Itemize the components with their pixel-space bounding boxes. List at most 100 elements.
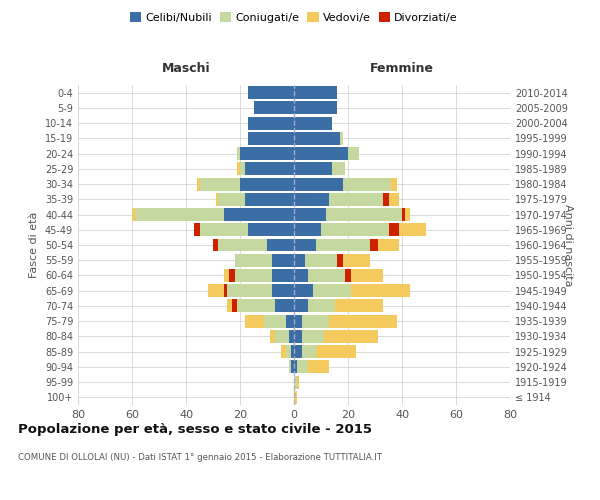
Bar [272, 284, 294, 297]
Bar [294, 238, 316, 252]
Y-axis label: Fasce di età: Fasce di età [29, 212, 39, 278]
Bar [308, 300, 335, 312]
Bar [346, 269, 350, 282]
Bar [389, 193, 400, 206]
Bar [264, 314, 286, 328]
Bar [232, 300, 238, 312]
Bar [227, 284, 272, 297]
Bar [272, 269, 294, 282]
Bar [199, 178, 240, 190]
Bar [294, 254, 305, 266]
Bar [194, 224, 199, 236]
Bar [289, 360, 292, 374]
Bar [272, 254, 294, 266]
Y-axis label: Anni di nascita: Anni di nascita [563, 204, 573, 286]
Bar [294, 162, 332, 175]
Bar [238, 147, 240, 160]
Bar [248, 224, 294, 236]
Bar [227, 300, 232, 312]
Bar [294, 193, 329, 206]
Bar [294, 300, 308, 312]
Bar [313, 284, 350, 297]
Bar [294, 224, 321, 236]
Bar [294, 102, 337, 114]
Bar [294, 314, 302, 328]
Bar [294, 345, 302, 358]
Bar [245, 193, 294, 206]
Bar [134, 208, 224, 221]
Bar [254, 102, 294, 114]
Text: COMUNE DI OLLOLAI (NU) - Dati ISTAT 1° gennaio 2015 - Elaborazione TUTTITALIA.IT: COMUNE DI OLLOLAI (NU) - Dati ISTAT 1° g… [18, 452, 382, 462]
Legend: Celibi/Nubili, Coniugati/e, Vedovi/e, Divorziati/e: Celibi/Nubili, Coniugati/e, Vedovi/e, Di… [126, 8, 462, 28]
Bar [281, 345, 286, 358]
Bar [248, 132, 294, 145]
Bar [316, 238, 370, 252]
Bar [326, 208, 402, 221]
Bar [294, 269, 308, 282]
Bar [343, 254, 370, 266]
Bar [402, 208, 404, 221]
Bar [229, 269, 235, 282]
Bar [302, 330, 324, 343]
Bar [197, 178, 199, 190]
Bar [337, 254, 343, 266]
Bar [224, 208, 294, 221]
Bar [245, 314, 265, 328]
Bar [294, 360, 296, 374]
Bar [294, 376, 296, 388]
Bar [348, 147, 359, 160]
Bar [240, 147, 294, 160]
Bar [286, 314, 294, 328]
Bar [321, 224, 389, 236]
Bar [400, 224, 426, 236]
Bar [275, 300, 294, 312]
Bar [329, 314, 397, 328]
Bar [218, 193, 245, 206]
Bar [245, 162, 294, 175]
Bar [294, 178, 343, 190]
Bar [294, 284, 313, 297]
Bar [378, 238, 400, 252]
Bar [335, 300, 383, 312]
Bar [391, 178, 397, 190]
Bar [294, 147, 348, 160]
Bar [324, 330, 378, 343]
Bar [370, 238, 378, 252]
Bar [292, 360, 294, 374]
Bar [294, 330, 302, 343]
Bar [235, 269, 272, 282]
Bar [213, 238, 218, 252]
Bar [350, 284, 410, 297]
Bar [405, 208, 410, 221]
Bar [294, 116, 332, 130]
Bar [270, 330, 275, 343]
Bar [302, 314, 329, 328]
Bar [383, 193, 389, 206]
Bar [302, 345, 316, 358]
Text: Popolazione per età, sesso e stato civile - 2015: Popolazione per età, sesso e stato civil… [18, 422, 372, 436]
Bar [248, 86, 294, 99]
Bar [332, 162, 346, 175]
Bar [329, 193, 383, 206]
Bar [296, 360, 308, 374]
Bar [240, 162, 245, 175]
Bar [275, 330, 289, 343]
Bar [308, 360, 329, 374]
Bar [294, 391, 296, 404]
Bar [238, 300, 275, 312]
Bar [218, 238, 267, 252]
Text: Maschi: Maschi [161, 62, 211, 76]
Bar [235, 254, 272, 266]
Bar [248, 116, 294, 130]
Text: Femmine: Femmine [370, 62, 434, 76]
Bar [286, 345, 292, 358]
Bar [294, 86, 337, 99]
Bar [296, 376, 299, 388]
Bar [294, 208, 326, 221]
Bar [316, 345, 356, 358]
Bar [240, 178, 294, 190]
Bar [340, 132, 343, 145]
Bar [224, 269, 229, 282]
Bar [292, 345, 294, 358]
Bar [216, 193, 218, 206]
